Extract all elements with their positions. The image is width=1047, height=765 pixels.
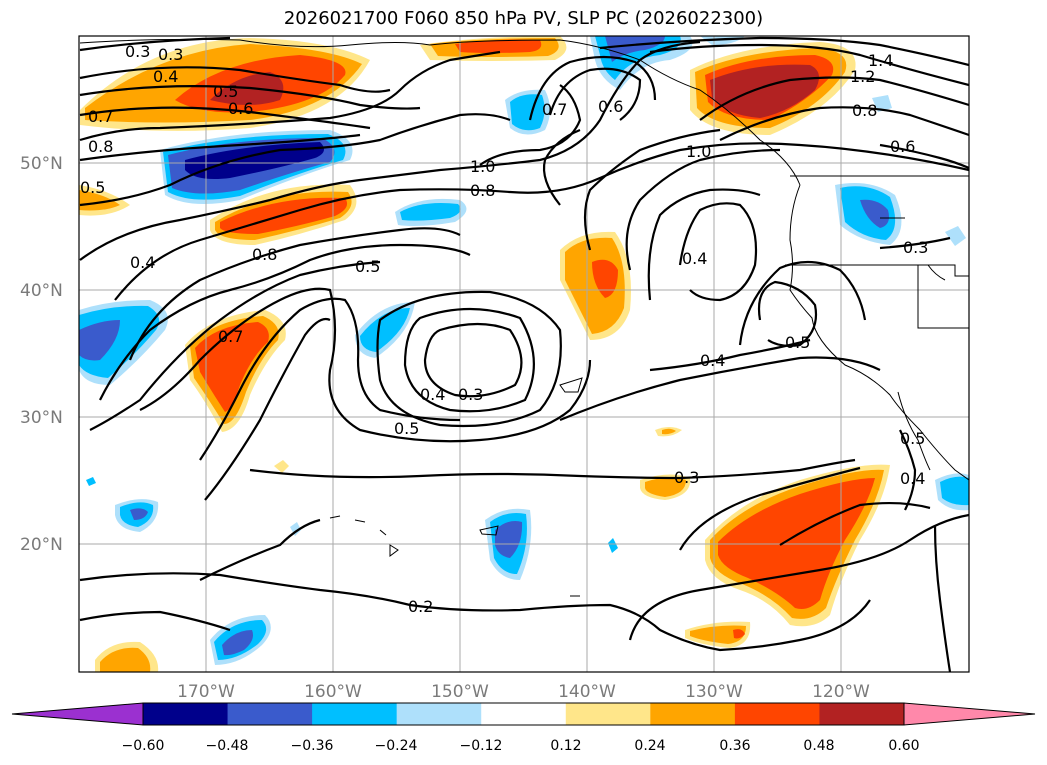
colorbar-segment [312, 703, 398, 725]
colorbar-segment [481, 703, 567, 725]
contour-label: 0.2 [408, 597, 433, 616]
contour-label: 0.4 [682, 249, 707, 268]
colorbar-left-extension [11, 702, 144, 726]
lon-label-150w: 150°W [431, 682, 489, 702]
colorbar-tick-label: −0.12 [460, 738, 503, 754]
colorbar-segment [396, 703, 482, 725]
colorbar-tick-label: 0.60 [888, 738, 919, 754]
colorbar [11, 702, 1036, 726]
map-title: 2026021700 F060 850 hPa PV, SLP PC (2026… [283, 8, 764, 29]
contour-label: 0.3 [458, 385, 483, 404]
contour-label: 0.4 [900, 469, 925, 488]
contour-label: 0.3 [125, 42, 150, 61]
colorbar-tick-label: 0.36 [719, 738, 750, 754]
colorbar-right-extension [903, 702, 1036, 726]
colorbar-tick-labels: −0.60 −0.48 −0.36 −0.24 −0.12 0.12 0.24 … [122, 738, 920, 754]
contour-label: 0.8 [88, 137, 113, 156]
colorbar-tick-label: −0.24 [375, 738, 418, 754]
lon-label-120w: 120°W [812, 682, 870, 702]
colorbar-tick-label: 0.24 [634, 738, 665, 754]
colorbar-outline [142, 702, 905, 726]
contour-label: 0.7 [218, 327, 243, 346]
contour-label: 0.5 [355, 257, 380, 276]
lat-label-40n: 40°N [20, 281, 63, 301]
colorbar-tick-label: −0.36 [291, 738, 334, 754]
colorbar-segment [143, 703, 229, 725]
colorbar-segment [227, 703, 313, 725]
colorbar-tick-label: 0.48 [803, 738, 834, 754]
contour-label: 0.4 [420, 385, 445, 404]
colorbar-segment [819, 703, 905, 725]
lon-label-140w: 140°W [558, 682, 616, 702]
contour-label: 1.0 [470, 157, 495, 176]
colorbar-tick-label: 0.12 [550, 738, 581, 754]
contour-label: 1.0 [686, 142, 711, 161]
contour-label: 0.4 [153, 67, 178, 86]
contour-label: 0.3 [158, 45, 183, 64]
contour-label: 0.8 [252, 245, 277, 264]
contour-label: 0.7 [542, 100, 567, 119]
contour-label: 0.3 [903, 238, 928, 257]
contour-label: 0.5 [394, 419, 419, 438]
colorbar-segment [734, 703, 820, 725]
contour-label: 0.6 [228, 99, 253, 118]
lat-label-30n: 30°N [20, 408, 63, 428]
contour-label: 0.6 [890, 137, 915, 156]
colorbar-segment [565, 703, 651, 725]
colorbar-tick-label: −0.60 [122, 738, 165, 754]
latitude-labels: 50°N 40°N 30°N 20°N [20, 154, 63, 555]
colorbar-segment [650, 703, 736, 725]
colorbar-tick-label: −0.48 [206, 738, 249, 754]
contour-label: 0.5 [785, 333, 810, 352]
contour-labels: 0.3 0.4 0.5 0.6 0.7 0.8 0.8 1.0 1.0 1.2 … [80, 42, 928, 616]
contour-label: 0.3 [674, 468, 699, 487]
contour-label: 0.7 [88, 107, 113, 126]
slp-contours [79, 36, 969, 672]
contour-label: 0.4 [130, 253, 155, 272]
contour-label: 0.5 [900, 429, 925, 448]
coastlines [79, 38, 969, 597]
contour-label: 0.6 [598, 97, 623, 116]
contour-label: 0.8 [470, 181, 495, 200]
contour-label: 0.5 [213, 82, 238, 101]
lat-label-20n: 20°N [20, 535, 63, 555]
map-frame [78, 35, 970, 673]
contour-label: 1.4 [868, 51, 893, 70]
lat-label-50n: 50°N [20, 154, 63, 174]
contour-label: 0.8 [852, 101, 877, 120]
longitude-labels: 170°W 160°W 150°W 140°W 130°W 120°W [177, 682, 870, 702]
lon-label-170w: 170°W [177, 682, 235, 702]
lon-label-130w: 130°W [685, 682, 743, 702]
contour-label: 0.4 [700, 351, 725, 370]
contour-label: 1.2 [850, 67, 875, 86]
contour-label: 0.5 [80, 178, 105, 197]
lon-label-160w: 160°W [304, 682, 362, 702]
